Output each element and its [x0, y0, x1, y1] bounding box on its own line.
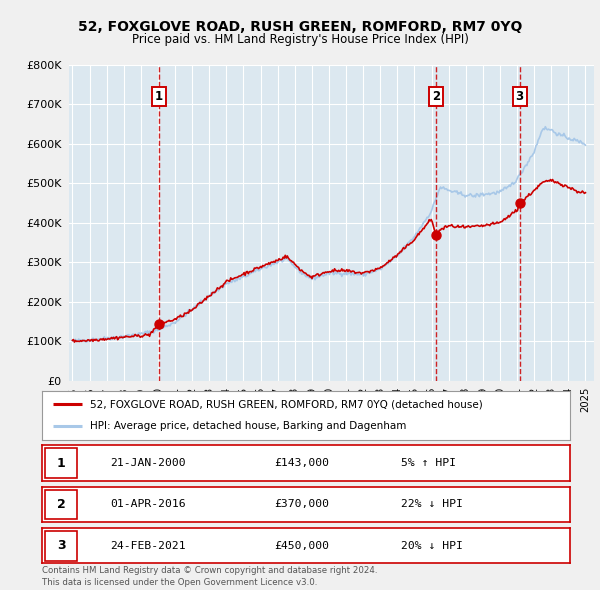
Text: 21-JAN-2000: 21-JAN-2000: [110, 458, 186, 468]
Text: 24-FEB-2021: 24-FEB-2021: [110, 541, 186, 550]
Text: 3: 3: [56, 539, 65, 552]
Text: 52, FOXGLOVE ROAD, RUSH GREEN, ROMFORD, RM7 0YQ (detached house): 52, FOXGLOVE ROAD, RUSH GREEN, ROMFORD, …: [89, 399, 482, 409]
Text: 1: 1: [56, 457, 65, 470]
Text: 20% ↓ HPI: 20% ↓ HPI: [401, 541, 463, 550]
Text: HPI: Average price, detached house, Barking and Dagenham: HPI: Average price, detached house, Bark…: [89, 421, 406, 431]
Text: 3: 3: [515, 90, 524, 103]
Text: 01-APR-2016: 01-APR-2016: [110, 500, 186, 509]
Text: 2: 2: [432, 90, 440, 103]
Text: Contains HM Land Registry data © Crown copyright and database right 2024.
This d: Contains HM Land Registry data © Crown c…: [42, 566, 377, 587]
Text: 52, FOXGLOVE ROAD, RUSH GREEN, ROMFORD, RM7 0YQ: 52, FOXGLOVE ROAD, RUSH GREEN, ROMFORD, …: [78, 20, 522, 34]
Text: £370,000: £370,000: [274, 500, 329, 509]
FancyBboxPatch shape: [44, 490, 77, 519]
Text: 22% ↓ HPI: 22% ↓ HPI: [401, 500, 463, 509]
Text: £450,000: £450,000: [274, 541, 329, 550]
FancyBboxPatch shape: [44, 448, 77, 478]
Text: 2: 2: [56, 498, 65, 511]
Text: 5% ↑ HPI: 5% ↑ HPI: [401, 458, 456, 468]
FancyBboxPatch shape: [44, 531, 77, 560]
Text: Price paid vs. HM Land Registry's House Price Index (HPI): Price paid vs. HM Land Registry's House …: [131, 33, 469, 46]
Text: £143,000: £143,000: [274, 458, 329, 468]
Text: 1: 1: [155, 90, 163, 103]
